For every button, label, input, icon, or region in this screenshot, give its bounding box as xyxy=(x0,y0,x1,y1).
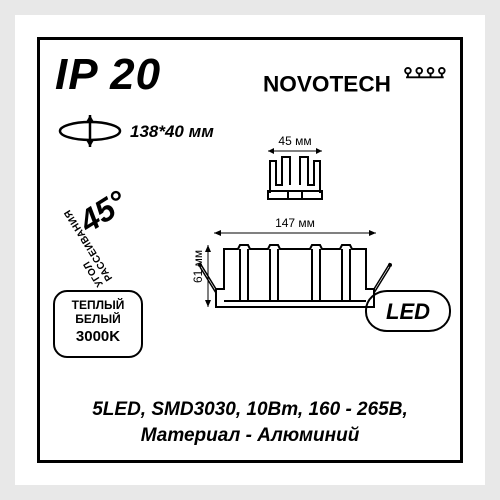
spec-sheet: IP 20 NOVOTECH 138*40 мм УГОЛ РАССЕИВАНИ… xyxy=(15,15,485,485)
full-width-label: 147 мм xyxy=(275,216,315,230)
warm-line2: БЕЛЫЙ xyxy=(55,312,141,326)
color-temp-badge: ТЕПЛЫЙ БЕЛЫЙ 3000K xyxy=(53,290,143,358)
warm-temp: 3000K xyxy=(55,326,141,348)
ip-rating: IP 20 xyxy=(55,50,161,100)
novotech-logo: NOVOTECH xyxy=(263,67,451,99)
brand-text: NOVOTECH xyxy=(263,71,391,96)
spec-lines: 5LED, SMD3030, 10Вт, 160 - 265В, Материа… xyxy=(15,397,485,449)
fixture-diagram: 45 мм 147 мм 61 мм xyxy=(190,135,400,325)
spec-line-2: Материал - Алюминий xyxy=(15,423,485,449)
spec-line-1: 5LED, SMD3030, 10Вт, 160 - 265В, xyxy=(15,397,485,423)
warm-line1: ТЕПЛЫЙ xyxy=(55,298,141,312)
top-width-label: 45 мм xyxy=(278,135,311,148)
cutout-icon xyxy=(55,115,125,147)
